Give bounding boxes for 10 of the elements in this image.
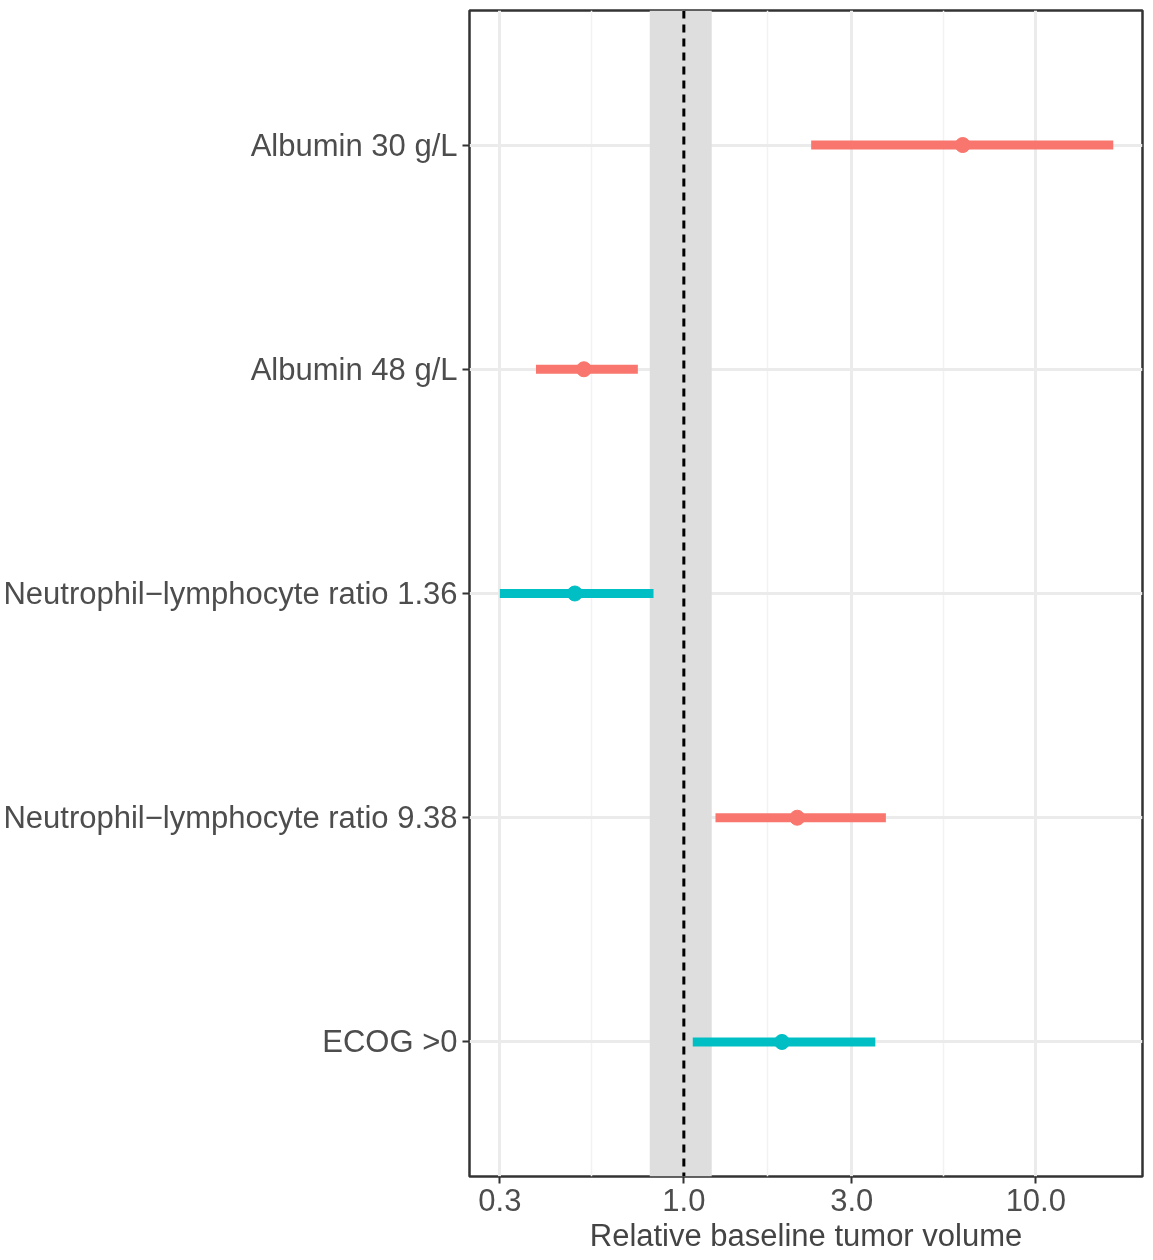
- x-tick-label: 3.0: [830, 1182, 874, 1218]
- x-axis-title: Relative baseline tumor volume: [589, 1217, 1023, 1253]
- y-tick-label: Albumin 30 g/L: [250, 127, 458, 163]
- y-tick-label: Neutrophil−lymphocyte ratio 1.36: [3, 576, 458, 611]
- y-tick-label: Albumin 48 g/L: [250, 351, 458, 387]
- y-tick-label: ECOG >0: [322, 1024, 458, 1060]
- x-tick-label: 0.3: [478, 1182, 522, 1218]
- x-tick-label: 10.0: [1005, 1182, 1066, 1218]
- y-tick-label: Neutrophil−lymphocyte ratio 9.38: [3, 800, 458, 836]
- x-tick-label: 1.0: [662, 1182, 706, 1218]
